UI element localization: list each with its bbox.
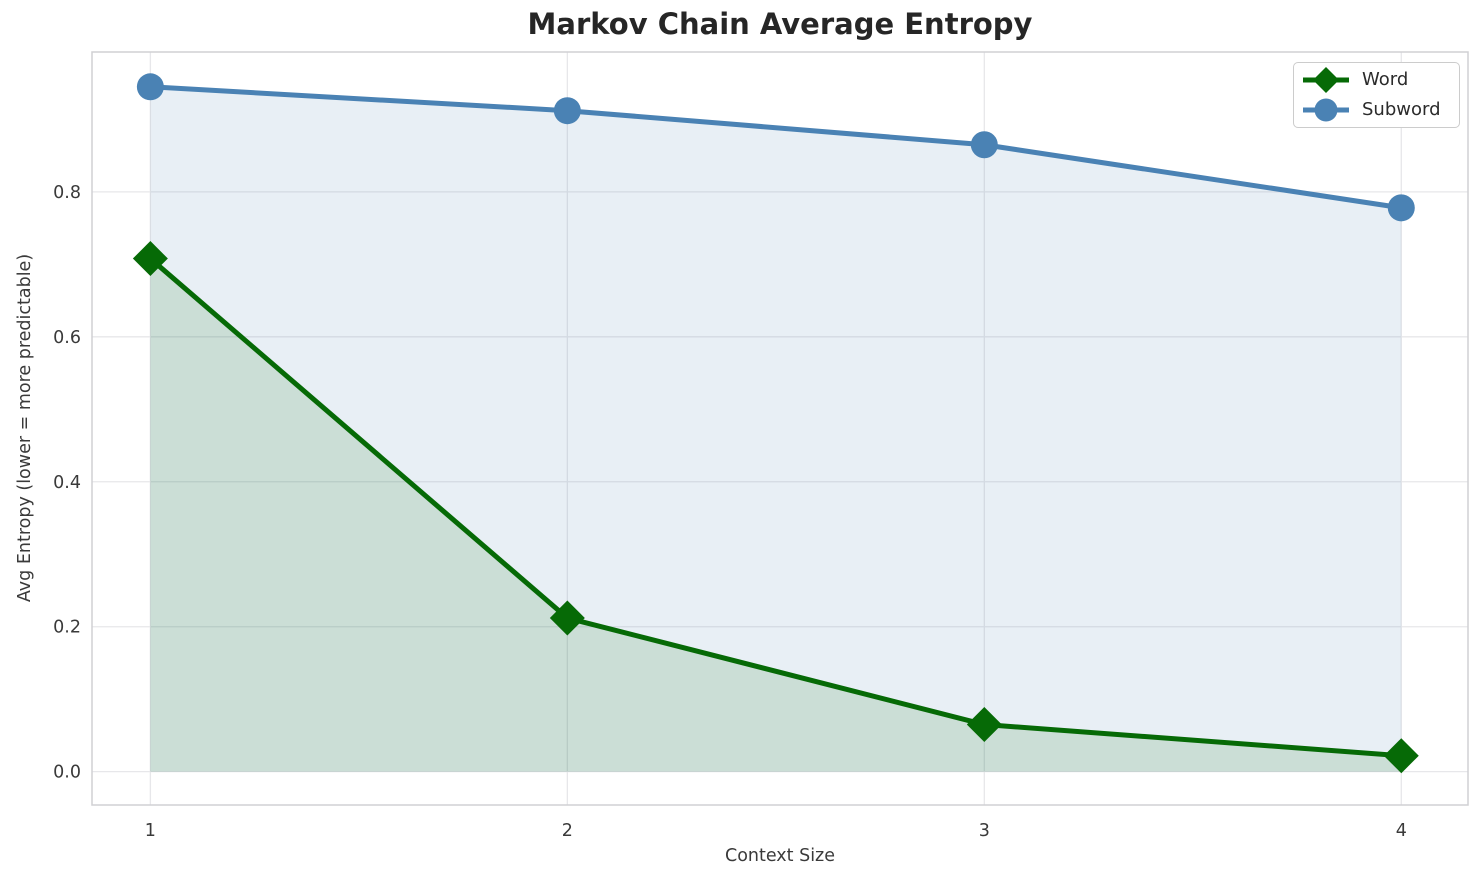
svg-text:3: 3	[979, 821, 990, 841]
svg-text:4: 4	[1396, 821, 1407, 841]
svg-text:0.6: 0.6	[53, 328, 81, 348]
legend-label-word: Word	[1362, 69, 1409, 90]
legend-item-word: Word	[1300, 66, 1455, 94]
svg-text:0.0: 0.0	[53, 763, 81, 783]
svg-text:1: 1	[145, 821, 156, 841]
svg-text:2: 2	[562, 821, 573, 841]
x-axis-label: Context Size	[724, 846, 836, 866]
legend-label-subword: Subword	[1362, 99, 1441, 120]
svg-text:0.4: 0.4	[53, 473, 81, 493]
chart-title: Markov Chain Average Entropy	[527, 7, 1033, 41]
legend-item-subword: Subword	[1300, 96, 1455, 124]
subword-legend-marker-icon	[1303, 98, 1349, 122]
svg-text:0.2: 0.2	[53, 618, 81, 638]
legend: Word Subword	[1293, 62, 1460, 128]
word-legend-marker-icon	[1303, 67, 1349, 93]
svg-text:0.8: 0.8	[53, 183, 81, 203]
y-axis-label: Avg Entropy (lower = more predictable)	[15, 253, 35, 603]
